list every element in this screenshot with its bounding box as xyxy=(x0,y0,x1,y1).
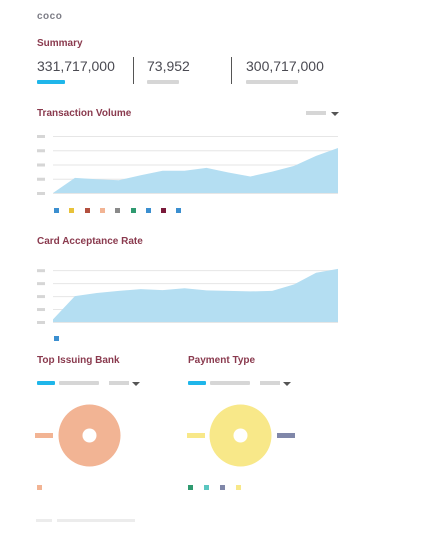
bank-legend-line xyxy=(35,433,53,438)
transaction-volume-dropdown[interactable] xyxy=(306,110,340,118)
app-brand: coco xyxy=(37,11,63,22)
legend-swatch[interactable] xyxy=(84,208,90,213)
legend-swatch[interactable] xyxy=(115,208,121,213)
dropdown-label-placeholder xyxy=(306,111,326,115)
y-tick-placeholder xyxy=(37,295,45,299)
chevron-down-icon xyxy=(331,112,339,116)
bank-dropdown[interactable] xyxy=(109,379,141,387)
bank-donut-chart xyxy=(58,404,121,467)
legend-swatch[interactable] xyxy=(99,208,105,213)
top-issuing-bank-title: Top Issuing Bank xyxy=(37,355,120,366)
legend-swatch[interactable] xyxy=(145,208,151,213)
metric-divider xyxy=(231,57,232,84)
y-tick-placeholder xyxy=(37,192,45,195)
legend-swatch[interactable] xyxy=(161,208,167,213)
chevron-down-icon xyxy=(132,382,140,386)
payment-tab-placeholder[interactable] xyxy=(210,381,250,385)
dropdown-label-placeholder xyxy=(109,381,129,385)
y-tick-placeholder xyxy=(37,308,45,312)
payment-legend-line-left xyxy=(187,433,205,438)
bank-tab-active[interactable] xyxy=(37,381,55,385)
card-acceptance-rate-title: Card Acceptance Rate xyxy=(37,236,143,247)
footer-placeholder xyxy=(57,519,135,522)
legend-swatch[interactable] xyxy=(236,485,241,490)
summary-title: Summary xyxy=(37,38,83,49)
bank-tab-placeholder[interactable] xyxy=(59,381,99,385)
legend-swatch[interactable] xyxy=(220,485,225,490)
payment-legend-line-right xyxy=(277,433,295,438)
legend-swatch[interactable] xyxy=(176,208,182,213)
y-tick-placeholder xyxy=(37,135,45,138)
y-tick-placeholder xyxy=(37,177,45,181)
legend-swatch[interactable] xyxy=(54,336,59,341)
metric-value: 331,717,000 xyxy=(37,58,115,74)
legend-swatch[interactable] xyxy=(69,208,75,213)
metric-tab-1[interactable]: 331,717,000 xyxy=(37,58,132,88)
payment-dropdown[interactable] xyxy=(260,379,292,387)
legend-swatch[interactable] xyxy=(130,208,136,213)
metric-value: 300,717,000 xyxy=(246,58,324,74)
metric-tab-2[interactable]: 73,952 xyxy=(147,58,227,88)
y-tick-placeholder xyxy=(37,163,45,167)
legend-swatch[interactable] xyxy=(54,208,59,213)
area-series xyxy=(53,268,338,322)
chevron-down-icon xyxy=(283,382,291,386)
transaction-volume-title: Transaction Volume xyxy=(37,108,132,119)
y-tick-placeholder xyxy=(37,269,45,273)
metric-active-indicator xyxy=(37,80,65,84)
donut-hole xyxy=(82,428,97,443)
metric-indicator-placeholder xyxy=(147,80,179,84)
payment-donut-chart xyxy=(209,404,272,467)
area-series xyxy=(53,148,338,193)
y-tick-placeholder xyxy=(37,321,45,324)
metric-tab-3[interactable]: 300,717,000 xyxy=(246,58,346,88)
payment-tab-active[interactable] xyxy=(188,381,206,385)
metric-value: 73,952 xyxy=(147,58,190,74)
y-tick-placeholder xyxy=(37,282,45,286)
y-tick-placeholder xyxy=(37,149,45,153)
metric-divider xyxy=(133,57,134,84)
footer-placeholder xyxy=(36,519,52,522)
metric-indicator-placeholder xyxy=(246,80,298,84)
card-acceptance-rate-chart xyxy=(37,268,339,324)
donut-hole xyxy=(233,428,248,443)
legend-swatch[interactable] xyxy=(37,485,42,490)
transaction-volume-chart xyxy=(37,135,339,195)
dropdown-label-placeholder xyxy=(260,381,280,385)
legend-swatch[interactable] xyxy=(188,485,193,490)
legend-swatch[interactable] xyxy=(204,485,209,490)
payment-type-title: Payment Type xyxy=(188,355,256,366)
